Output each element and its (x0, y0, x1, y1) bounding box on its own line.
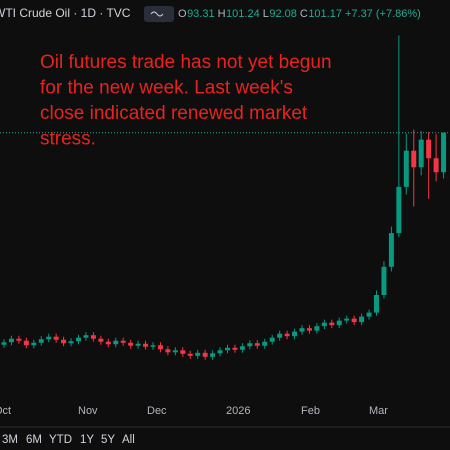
candle-body (135, 343, 141, 346)
range-button[interactable]: YTD (49, 434, 72, 446)
candle-body (31, 342, 37, 346)
indicator-toggle[interactable] (144, 6, 174, 22)
candle-body (292, 331, 298, 337)
candle-body (23, 340, 29, 346)
candle-body (105, 341, 111, 345)
range-button[interactable]: 5Y (101, 434, 115, 446)
candle-body (418, 139, 424, 168)
candle-body (98, 338, 104, 342)
candle-body (128, 342, 134, 346)
candle-body (374, 294, 379, 313)
ohlc-label: C (300, 8, 308, 20)
candle-body (247, 343, 253, 347)
candle-body (396, 186, 402, 234)
candle-body (426, 139, 432, 159)
x-tick-label: Dec (147, 405, 167, 417)
range-button[interactable]: All (122, 434, 135, 446)
candle-body (441, 132, 447, 173)
range-button[interactable]: 6M (26, 434, 42, 446)
candle-body (143, 343, 149, 347)
candle-body (46, 336, 52, 340)
candle-body (90, 335, 96, 339)
x-tick-label: Mar (369, 405, 388, 417)
candle-body (388, 233, 394, 267)
x-tick-label: Nov (78, 405, 98, 417)
candle-body (68, 341, 74, 344)
candle-body (16, 338, 22, 341)
candle-body (210, 353, 216, 357)
candle-body (53, 336, 59, 340)
candle-body (120, 340, 126, 343)
candle-body (254, 343, 260, 346)
candle-body (359, 316, 365, 323)
candle-body (157, 345, 163, 350)
candle-body (314, 326, 320, 331)
symbol-title: WTI Crude Oil · 1D · TVC (0, 6, 131, 20)
candle-body (8, 338, 14, 343)
range-button[interactable]: 3M (2, 434, 18, 446)
annotation-line: for the new week. Last week's (40, 78, 293, 99)
candle-body (76, 337, 81, 342)
candle-body (232, 347, 238, 350)
candle-body (277, 333, 283, 338)
candle-body (61, 339, 67, 344)
candle-body (150, 345, 156, 347)
candle-body (366, 312, 372, 317)
candle-body (165, 349, 171, 353)
candle-body (344, 318, 350, 321)
candle-body (433, 158, 439, 173)
ohlc-value: 101.24 (226, 8, 260, 20)
annotation-line: close indicated renewed market (40, 103, 308, 124)
ohlc-label: H (218, 8, 226, 20)
ohlc-value: 101.17 (308, 8, 342, 20)
candle-body (113, 340, 119, 345)
candle-body (172, 350, 178, 353)
annotation-line: stress. (40, 129, 96, 150)
candle-body (351, 318, 357, 323)
candle-body (306, 328, 312, 331)
candle-body (195, 352, 201, 356)
candle-body (336, 320, 342, 326)
range-button[interactable]: 1Y (80, 434, 94, 446)
ohlc-value: 93.31 (187, 8, 215, 20)
ohlc-label: O (178, 8, 187, 20)
toggle-icon (150, 11, 164, 17)
candle-body (284, 333, 290, 337)
candle-body (381, 266, 387, 295)
candle-body (321, 322, 327, 327)
candle-body (187, 353, 193, 356)
candle-body (217, 350, 223, 354)
candle-body (1, 342, 7, 345)
candle-body (180, 350, 186, 354)
candle-body (202, 352, 208, 357)
candle-body (225, 347, 230, 351)
price-change: +7.37 (+7.86%) (345, 8, 421, 20)
candle-body (411, 150, 417, 168)
x-tick-label: Oct (0, 405, 11, 417)
candle-body (38, 339, 44, 343)
candle-body (262, 341, 268, 346)
ohlc-label: L (263, 8, 269, 20)
x-tick-label: Feb (301, 405, 320, 417)
candle-body (299, 328, 305, 332)
candle-body (329, 322, 335, 326)
annotation-line: Oil futures trade has not yet begun (40, 52, 332, 73)
ohlc-value: 92.08 (269, 8, 297, 20)
candle-body (403, 150, 409, 187)
candle-body (269, 337, 275, 342)
candle-body (83, 335, 89, 338)
candle-body (239, 346, 245, 350)
x-tick-label: 2026 (226, 405, 250, 417)
